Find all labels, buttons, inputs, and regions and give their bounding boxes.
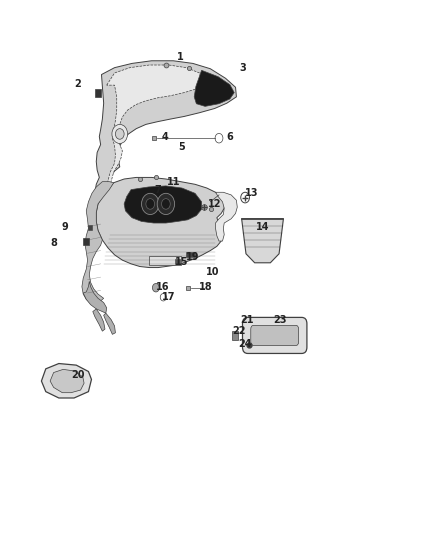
Text: 1: 1 — [177, 52, 183, 62]
Text: 6: 6 — [226, 132, 233, 142]
Text: 2: 2 — [74, 78, 81, 88]
Text: 16: 16 — [155, 281, 169, 292]
Text: 15: 15 — [175, 257, 189, 267]
Text: 4: 4 — [161, 132, 168, 142]
Text: 7: 7 — [155, 184, 162, 195]
FancyBboxPatch shape — [251, 325, 299, 345]
Text: 19: 19 — [186, 253, 200, 262]
Text: 22: 22 — [232, 326, 245, 336]
Polygon shape — [124, 186, 201, 223]
Polygon shape — [104, 313, 116, 334]
Text: 3: 3 — [240, 63, 246, 72]
Polygon shape — [95, 61, 237, 215]
FancyBboxPatch shape — [88, 225, 92, 230]
Circle shape — [141, 193, 159, 215]
Polygon shape — [194, 70, 234, 107]
Polygon shape — [82, 182, 114, 303]
Polygon shape — [215, 192, 237, 241]
FancyBboxPatch shape — [176, 259, 180, 264]
Text: 8: 8 — [50, 238, 57, 248]
Polygon shape — [107, 65, 202, 204]
FancyBboxPatch shape — [83, 238, 89, 245]
FancyBboxPatch shape — [186, 252, 194, 257]
FancyBboxPatch shape — [232, 331, 238, 340]
Text: 21: 21 — [240, 314, 254, 325]
Text: 24: 24 — [238, 340, 252, 350]
Circle shape — [112, 124, 127, 143]
Circle shape — [162, 199, 170, 209]
Text: 20: 20 — [71, 370, 84, 380]
FancyBboxPatch shape — [149, 256, 181, 265]
Text: 23: 23 — [273, 314, 287, 325]
Polygon shape — [93, 309, 105, 331]
Text: 13: 13 — [245, 188, 258, 198]
FancyBboxPatch shape — [95, 90, 101, 97]
Text: 14: 14 — [256, 222, 269, 232]
Polygon shape — [42, 364, 92, 398]
Polygon shape — [242, 219, 283, 263]
Polygon shape — [96, 177, 224, 268]
Text: 9: 9 — [61, 222, 68, 232]
Text: 17: 17 — [162, 292, 176, 302]
Text: 12: 12 — [208, 199, 221, 209]
Polygon shape — [83, 281, 107, 313]
Text: 18: 18 — [199, 281, 213, 292]
Text: 10: 10 — [206, 267, 219, 277]
FancyBboxPatch shape — [243, 317, 307, 353]
Circle shape — [146, 199, 155, 209]
Circle shape — [157, 193, 175, 215]
Text: 5: 5 — [179, 142, 185, 152]
Circle shape — [152, 284, 159, 292]
Text: 11: 11 — [166, 176, 180, 187]
Polygon shape — [50, 369, 84, 393]
Circle shape — [116, 128, 124, 139]
